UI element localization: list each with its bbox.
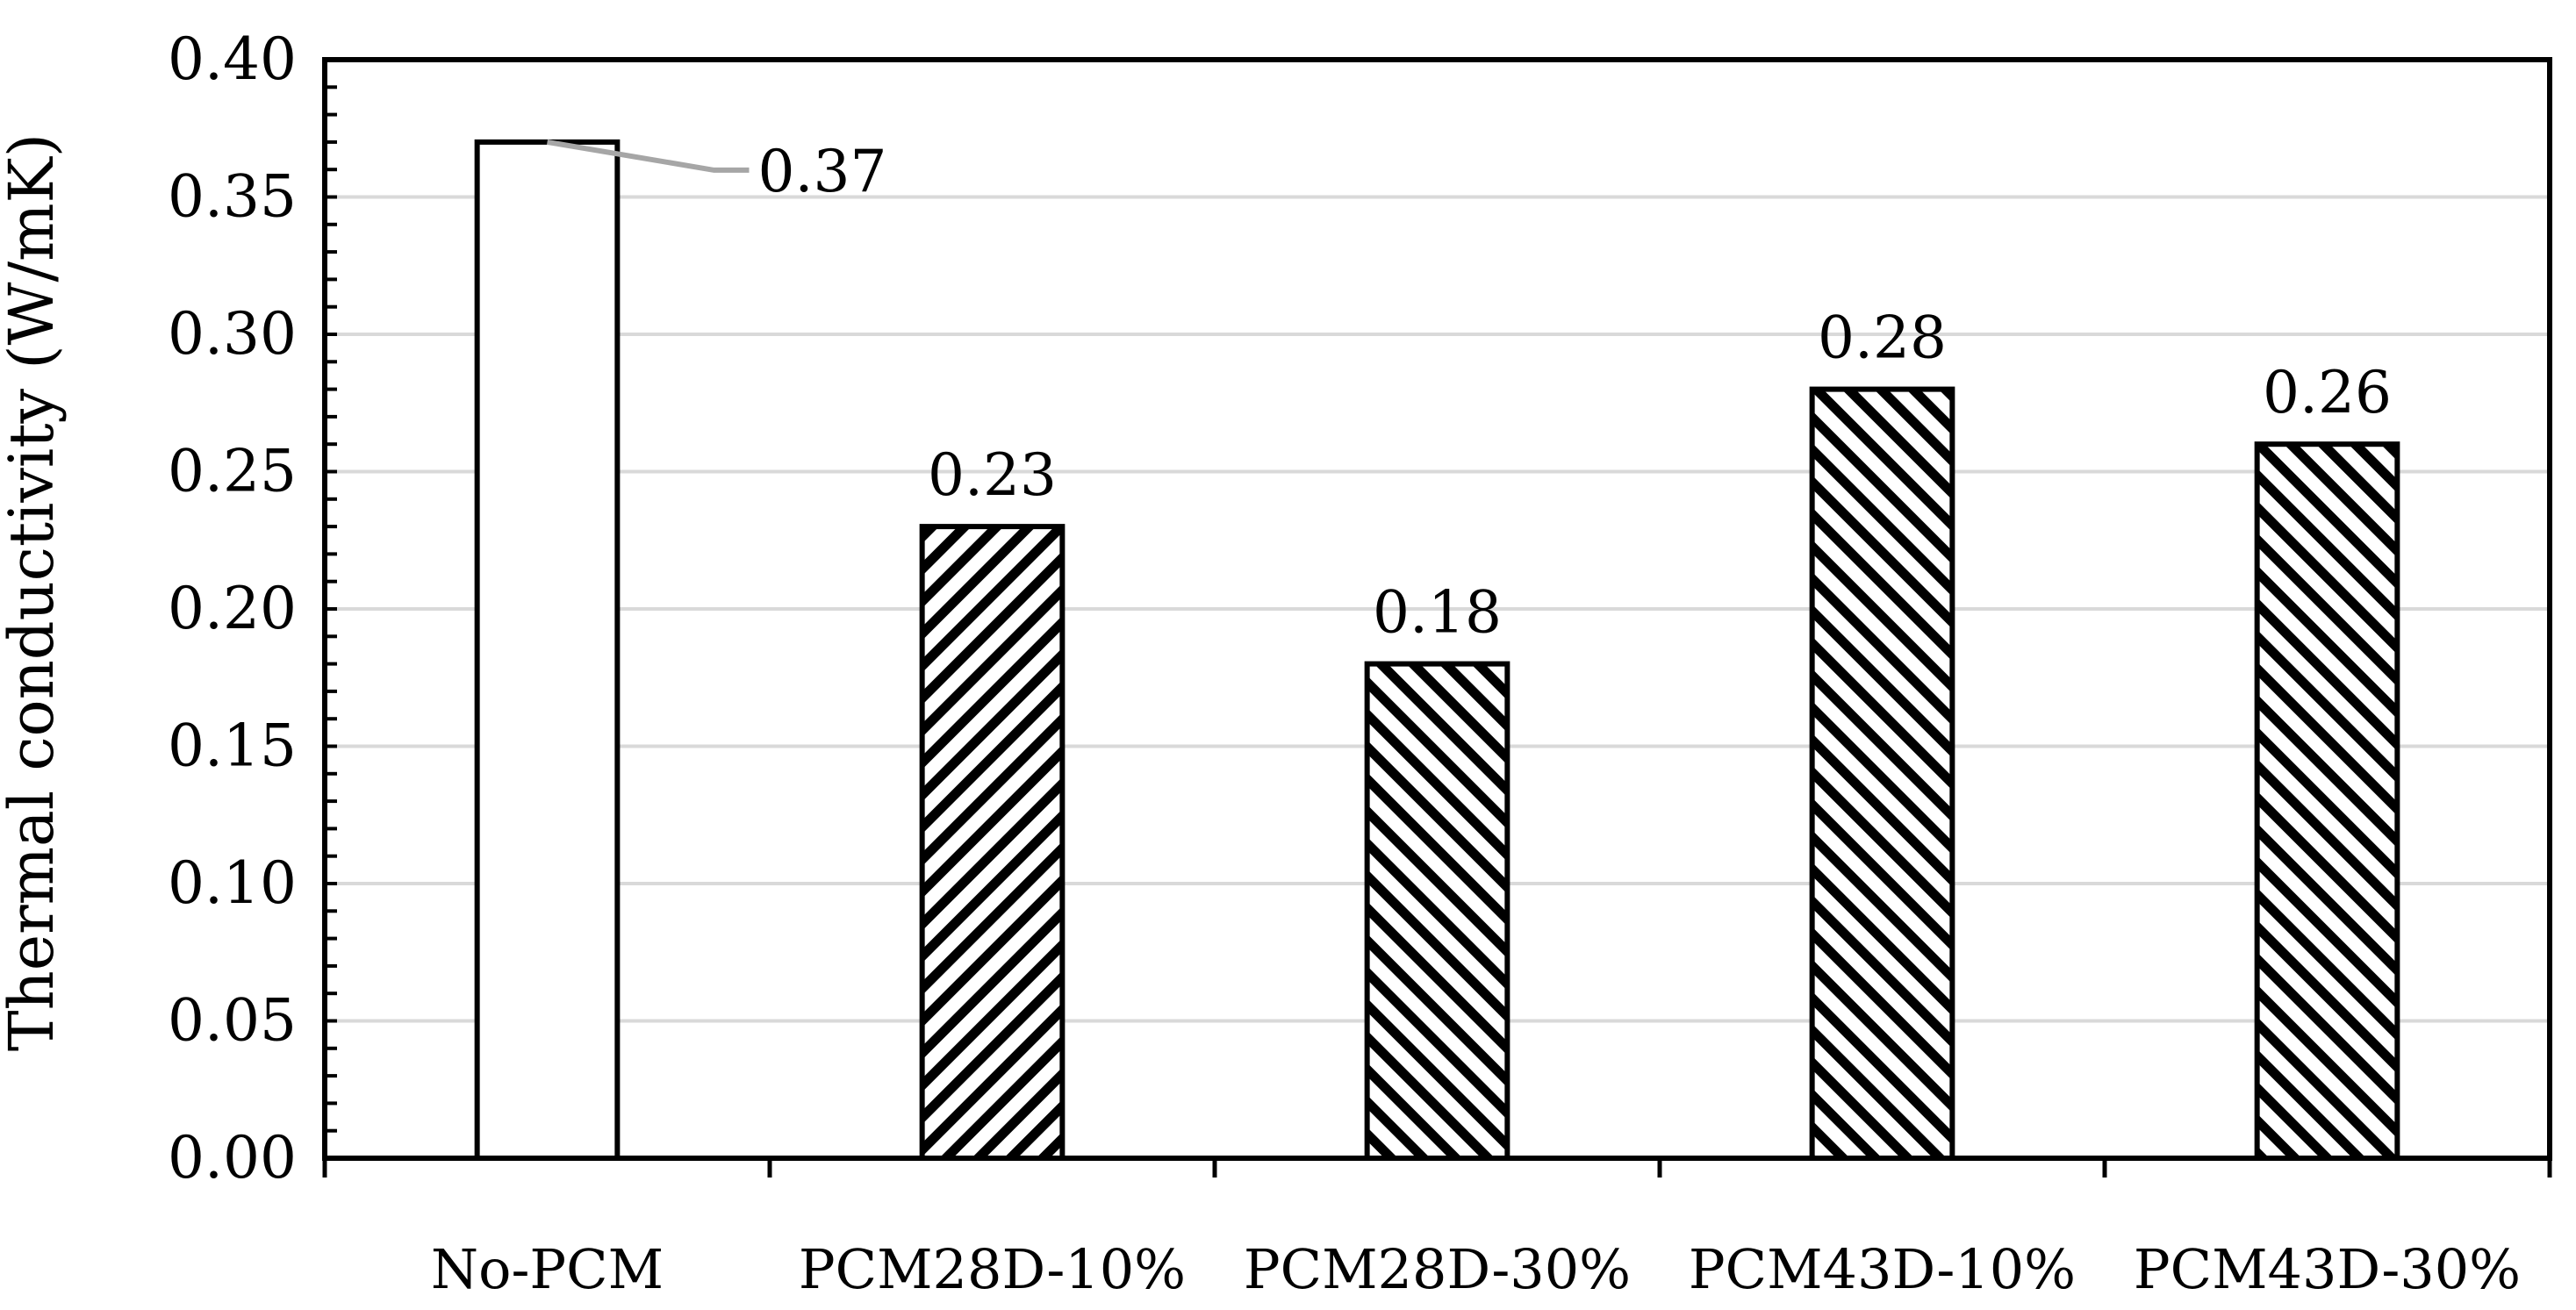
y-tick-label: 0.30 [168, 300, 297, 368]
x-category-label: PCM43D-10% [1689, 1237, 2076, 1301]
x-category-label: PCM43D-30% [2134, 1237, 2521, 1301]
y-axis-title: Thermal conductivity (W/mK) [0, 133, 68, 1051]
y-tick-label: 0.10 [168, 849, 297, 917]
data-label: 0.26 [2263, 359, 2392, 426]
x-category-label: No-PCM [431, 1237, 664, 1301]
y-tick-label: 0.00 [168, 1124, 297, 1192]
data-label-leader-line [547, 139, 750, 173]
labels: 0.00 0.05 0.10 0.15 0.20 0.25 0.30 0.35 0.40 No-P… [168, 25, 2521, 1301]
bar [1809, 386, 1955, 1162]
data-label: 0.28 [1818, 304, 1947, 372]
bars [474, 139, 2400, 1162]
x-category-label: PCM28D-30% [1244, 1237, 1631, 1301]
y-tick-label: 0.40 [168, 25, 297, 93]
bar [919, 524, 1066, 1161]
bar [2254, 441, 2400, 1161]
plot-frame [322, 57, 2552, 1161]
axes [322, 57, 2552, 1178]
y-tick-label: 0.15 [168, 712, 297, 780]
data-label: 0.18 [1373, 579, 1502, 647]
bar [474, 139, 621, 1161]
y-tick-label: 0.35 [168, 163, 297, 231]
data-label: 0.37 [758, 138, 887, 205]
bar [1364, 661, 1510, 1161]
y-tick-label: 0.05 [168, 987, 297, 1055]
data-label: 0.23 [928, 441, 1057, 509]
y-tick-label: 0.20 [168, 575, 297, 642]
y-tick-label: 0.25 [168, 438, 297, 505]
x-category-label: PCM28D-10% [799, 1237, 1186, 1301]
